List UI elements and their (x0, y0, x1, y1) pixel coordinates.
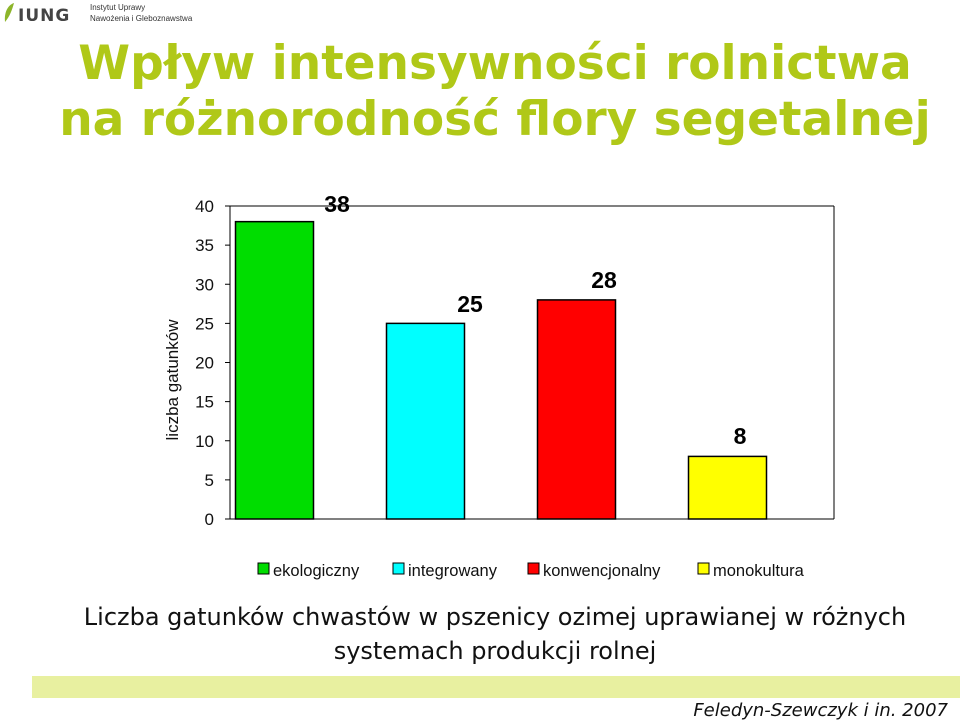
y-tick-label: 15 (195, 393, 214, 412)
bar-konwencjonalny (536, 299, 617, 520)
bar-ekologiczny (234, 220, 315, 520)
logo-name: IUNG (18, 6, 71, 26)
y-tick-label: 20 (195, 354, 214, 373)
y-tick-label: 25 (195, 314, 214, 333)
bar-chart: 0 5 10 15 20 25 30 35 40 liczba gatunków 38 25 28 8 ek… (163, 191, 835, 580)
y-axis-label: liczba gatunków (163, 319, 182, 441)
legend-label-ekologiczny: ekologiczny (273, 562, 360, 580)
data-label-monokultura: 8 (734, 423, 747, 449)
y-tick-label: 40 (195, 197, 214, 216)
legend-swatch-integrowany (392, 562, 405, 575)
y-tick-label: 30 (195, 275, 214, 294)
chart-caption: Liczba gatunków chwastów w pszenicy ozim… (0, 600, 960, 668)
bar-monokultura (687, 455, 768, 520)
caption-line-2: systemach produkcji rolnej (333, 637, 657, 665)
data-label-konwencjonalny: 28 (591, 267, 617, 293)
bar-integrowany (385, 322, 466, 520)
legend-label-konwencjonalny: konwencjonalny (543, 562, 661, 580)
data-label-integrowany: 25 (457, 291, 483, 317)
data-label-ekologiczny: 38 (324, 191, 350, 217)
logo-line-2: Nawożenia i Gleboznawstwa (90, 14, 193, 23)
caption-line-1: Liczba gatunków chwastów w pszenicy ozim… (83, 603, 907, 631)
legend-swatch-ekologiczny (257, 562, 270, 575)
title-line-2: na różnorodność flory segetalnej (59, 92, 931, 147)
y-tick-label: 10 (195, 432, 214, 451)
y-tick-label: 5 (205, 471, 214, 490)
title-line-1: Wpływ intensywności rolnictwa (78, 36, 912, 91)
legend-swatch-monokultura (697, 562, 710, 575)
legend-swatch-konwencjonalny (527, 562, 540, 575)
author-credit: Feledyn-Szewczyk i in. 2007 (693, 700, 948, 721)
y-tick-label: 0 (205, 510, 214, 529)
legend-label-integrowany: integrowany (408, 562, 498, 580)
legend-label-monokultura: monokultura (713, 562, 805, 580)
logo-line-1: Instytut Uprawy (90, 3, 146, 12)
slide-title: Wpływ intensywności rolnictwa na różnoro… (0, 36, 960, 148)
leaf-icon (4, 3, 14, 22)
footer-bar (32, 676, 960, 698)
iung-logo: IUNG Instytut Uprawy Nawożenia i Glebozn… (4, 2, 194, 28)
y-tick-label: 35 (195, 236, 214, 255)
